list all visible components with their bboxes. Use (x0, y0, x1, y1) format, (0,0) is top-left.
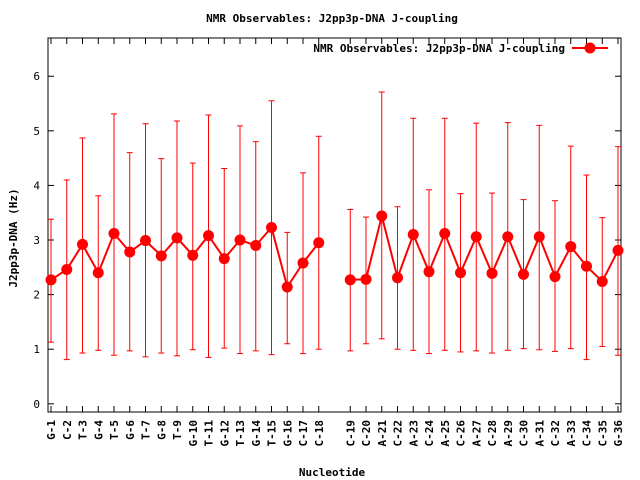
data-point (313, 237, 325, 249)
legend-marker (584, 42, 596, 54)
x-tick-label: G-12 (218, 420, 231, 447)
data-point (108, 227, 120, 239)
x-tick-label: A-25 (439, 420, 452, 447)
data-marks (45, 91, 624, 361)
x-tick-label: C-28 (486, 420, 499, 447)
x-tick-label: A-33 (565, 420, 578, 447)
legend: NMR Observables: J2pp3p-DNA J-coupling (313, 42, 608, 55)
x-axis-label: Nucleotide (299, 466, 366, 479)
data-point (297, 257, 309, 269)
x-tick-label: C-2 (61, 420, 74, 440)
x-tick-label: T-13 (234, 420, 247, 447)
y-axis-label: J2pp3p-DNA (Hz) (7, 188, 20, 287)
x-tick-label: A-21 (376, 420, 389, 447)
x-tick-label: A-27 (470, 420, 483, 447)
data-point (596, 276, 608, 288)
x-tick-label: A-29 (502, 420, 515, 447)
data-point (218, 253, 230, 265)
data-point (423, 266, 435, 278)
data-point (61, 263, 73, 275)
data-point (92, 267, 104, 279)
x-tick-label: G-1 (45, 420, 58, 440)
data-point (187, 249, 199, 261)
data-point (549, 271, 561, 283)
chart-title: NMR Observables: J2pp3p-DNA J-coupling (206, 12, 458, 25)
data-point (250, 239, 262, 251)
series-line (350, 215, 619, 284)
y-tick-label: 2 (33, 289, 40, 302)
data-point (455, 267, 466, 279)
data-point (470, 231, 482, 243)
data-point (344, 274, 356, 286)
x-tick-label: G-14 (250, 420, 263, 447)
y-tick-label: 5 (33, 125, 40, 138)
data-point (77, 238, 88, 250)
y-tick-label: 1 (33, 343, 40, 356)
data-point (533, 231, 545, 243)
data-point (518, 268, 529, 280)
y-tick-label: 4 (33, 179, 40, 192)
x-tick-label: T-3 (77, 420, 90, 440)
x-tick-label: A-23 (407, 420, 420, 447)
data-point (565, 241, 577, 253)
data-point (266, 221, 277, 233)
y-tick-label: 6 (33, 70, 40, 83)
x-tick-label: C-35 (596, 420, 609, 447)
data-point (234, 234, 246, 246)
data-point (155, 250, 167, 262)
x-tick-label: C-34 (581, 420, 594, 447)
y-tick-label: 3 (33, 234, 40, 247)
data-point (612, 244, 624, 256)
plot-border (47, 37, 622, 413)
axes (47, 37, 622, 413)
x-tick-label: G-8 (155, 420, 168, 440)
x-tick-label: C-24 (423, 420, 436, 447)
x-tick-label: T-11 (203, 420, 216, 447)
series-line (50, 225, 320, 290)
data-point (45, 274, 57, 286)
x-tick-label: C-30 (518, 420, 531, 447)
x-tick-label: G-36 (612, 420, 625, 447)
data-point (360, 273, 372, 285)
x-tick-label: C-22 (392, 420, 405, 447)
x-tick-label: T-5 (108, 420, 121, 440)
data-point (124, 246, 136, 258)
x-tick-label: T-9 (171, 420, 184, 440)
x-tick-label: C-20 (360, 420, 373, 447)
data-point (171, 232, 183, 244)
data-point (407, 229, 419, 241)
x-tick-label: C-26 (455, 420, 468, 447)
x-tick-label: G-16 (281, 420, 294, 447)
x-tick-label: C-32 (549, 420, 562, 447)
data-point (281, 281, 293, 293)
y-tick-label: 0 (33, 398, 40, 411)
x-tick-label: G-10 (187, 420, 200, 447)
data-point (392, 272, 403, 284)
data-point (376, 210, 388, 222)
x-tick-label: T-7 (140, 420, 153, 440)
x-tick-label: C-17 (297, 420, 310, 447)
data-point (439, 227, 451, 239)
x-tick-label: G-4 (92, 420, 105, 440)
data-point (140, 235, 151, 247)
data-point (486, 267, 498, 279)
x-tick-label: T-15 (266, 420, 279, 447)
x-tick-label: A-31 (533, 420, 546, 447)
data-point (502, 231, 514, 243)
x-tick-label: G-6 (124, 420, 137, 440)
x-tick-label: C-18 (313, 420, 326, 447)
legend-label: NMR Observables: J2pp3p-DNA J-coupling (313, 42, 565, 55)
data-point (203, 230, 214, 242)
x-tick-label: C-19 (344, 420, 357, 447)
data-point (581, 260, 592, 272)
